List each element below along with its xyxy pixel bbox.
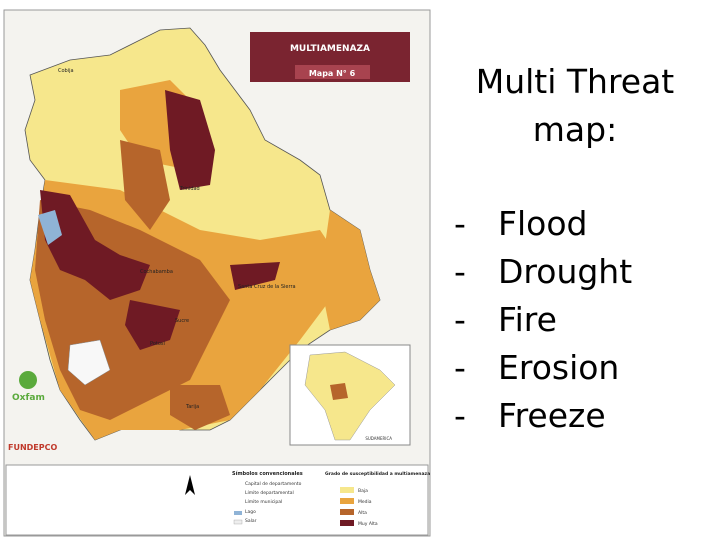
place-label: Trinidad bbox=[179, 186, 200, 192]
symbol-swatch bbox=[234, 511, 242, 515]
place-label: Cochabamba bbox=[140, 269, 173, 275]
logo-text: Oxfam bbox=[12, 393, 45, 403]
symbol-label: Límite departamental bbox=[245, 489, 294, 496]
threat-item: Erosion bbox=[450, 344, 632, 392]
legend-strip bbox=[5, 464, 429, 536]
map-regions bbox=[24, 27, 381, 441]
place-label: Tarija bbox=[185, 404, 199, 410]
symbol-swatch bbox=[233, 519, 243, 525]
zone-alta bbox=[120, 140, 170, 230]
place-label: Cobija bbox=[58, 68, 74, 74]
legend-label: Media bbox=[358, 499, 372, 505]
symbols-title: Símbolos convencionales bbox=[232, 470, 303, 477]
zone-muyalta bbox=[230, 262, 280, 290]
legend-swatch bbox=[340, 509, 354, 515]
inset-label: SUDAMERICA bbox=[365, 436, 392, 441]
logo-text: FUNDEPCO bbox=[8, 443, 57, 452]
salar bbox=[67, 339, 111, 386]
place-label: Sucre bbox=[175, 318, 189, 324]
zone-muyalta bbox=[40, 190, 150, 300]
legend-label: Baja bbox=[358, 488, 368, 494]
zone-muyalta bbox=[125, 300, 180, 350]
lake bbox=[38, 210, 62, 245]
map-subtitle: Mapa N° 6 bbox=[309, 69, 356, 78]
zone-alta bbox=[170, 385, 230, 430]
oxfam-icon bbox=[19, 371, 37, 389]
legend-swatch bbox=[340, 520, 354, 526]
zone-media bbox=[320, 210, 380, 330]
threat-item: Fire bbox=[450, 296, 632, 344]
legend-label: Alta bbox=[358, 510, 367, 516]
north-arrow bbox=[185, 475, 195, 495]
inset-continent bbox=[304, 351, 396, 441]
threat-item: Freeze bbox=[450, 392, 632, 440]
threat-list: Flood Drought Fire Erosion Freeze bbox=[450, 200, 632, 440]
place-label: Potosí bbox=[150, 340, 166, 347]
symbol-label: Lago bbox=[245, 509, 256, 515]
legend-title: Grado de susceptibilidad a multiamenaza bbox=[325, 471, 430, 477]
legend-swatch bbox=[340, 498, 354, 504]
map-subtitle-box bbox=[295, 65, 370, 79]
zone-muyalta bbox=[165, 90, 215, 190]
map-figure: MULTIAMENAZA Mapa N° 6 Cobija Trinidad S… bbox=[3, 9, 431, 537]
legend-label: Muy Alta bbox=[358, 521, 378, 527]
symbol-label: Capital de departamento bbox=[245, 481, 302, 487]
symbols-list: Capital de departamento Límite departame… bbox=[245, 481, 302, 524]
legend-list: Baja Media Alta Muy Alta bbox=[340, 487, 378, 527]
symbol-label: Salar bbox=[245, 518, 257, 524]
symbol-label: Límite municipal bbox=[245, 498, 282, 505]
legend-swatch bbox=[340, 487, 354, 493]
threat-item: Flood bbox=[450, 200, 632, 248]
place-labels: Cobija Trinidad Santa Cruz de la Sierra … bbox=[58, 68, 296, 410]
threat-item: Drought bbox=[450, 248, 632, 296]
place-label: Santa Cruz de la Sierra bbox=[238, 284, 296, 290]
slide-title: Multi Threat map: bbox=[475, 62, 675, 149]
inset-bolivia bbox=[330, 383, 348, 400]
map-title: MULTIAMENAZA bbox=[290, 44, 370, 54]
